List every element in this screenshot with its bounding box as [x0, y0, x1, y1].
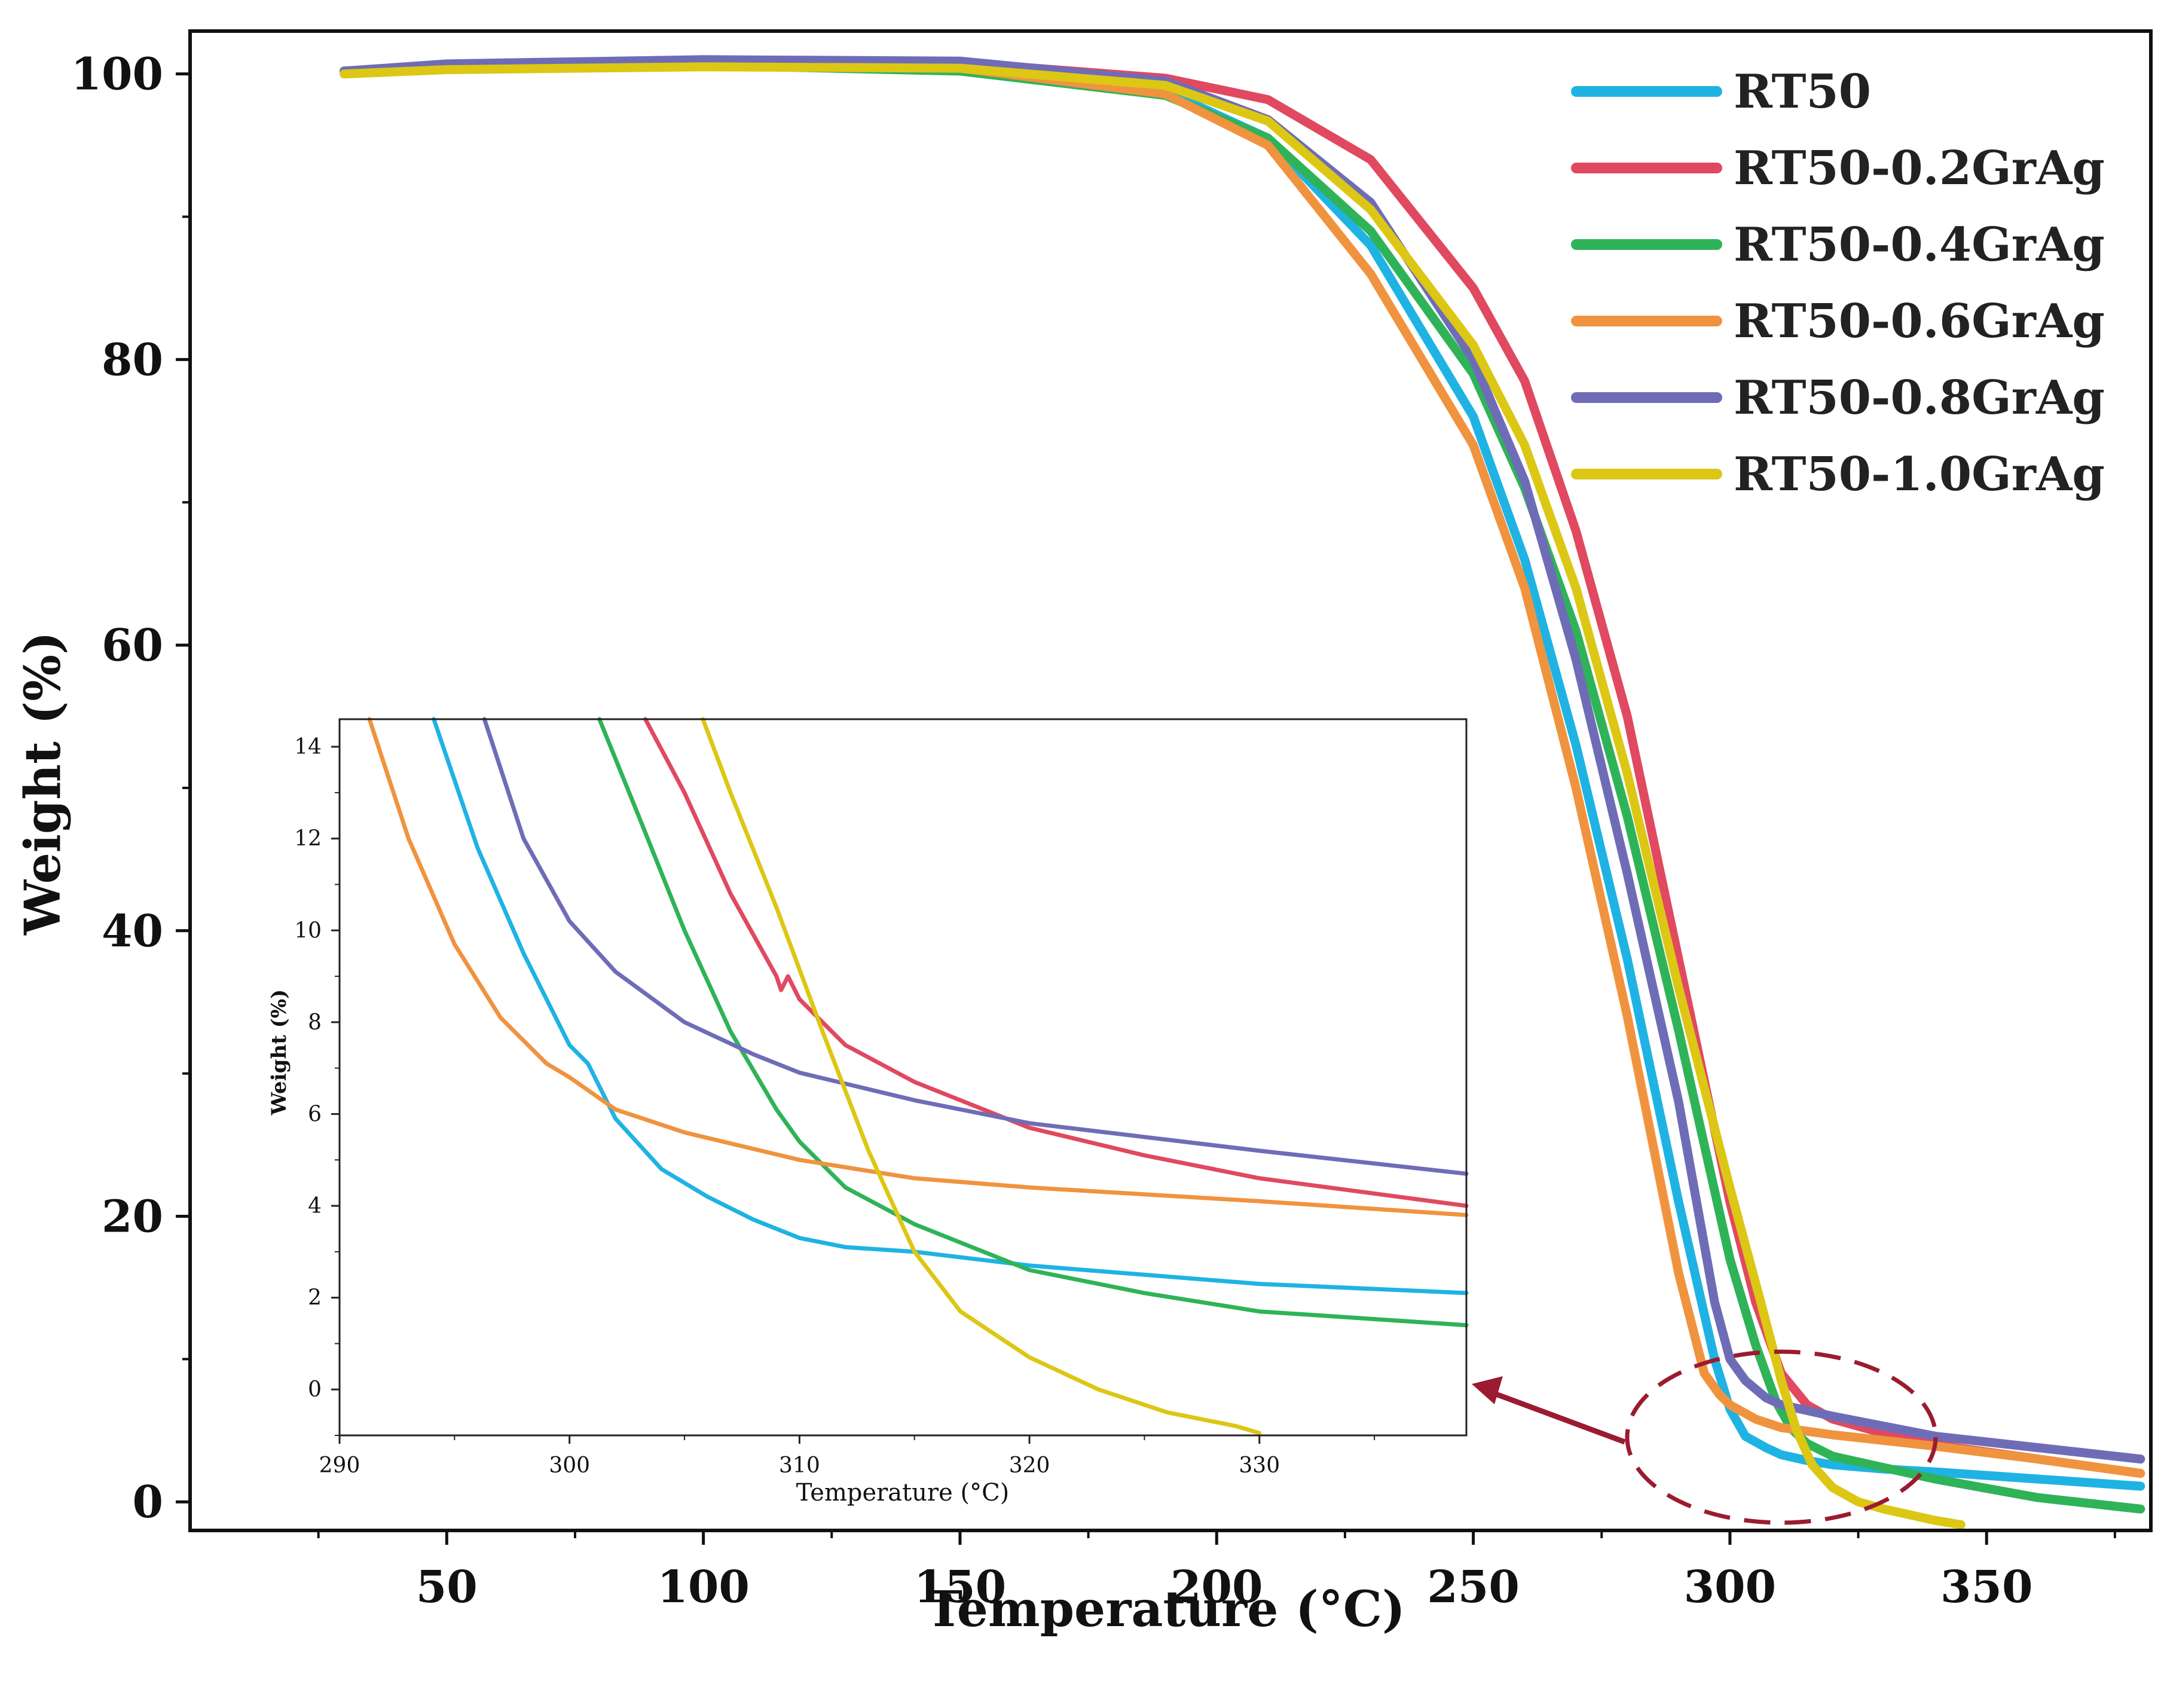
zoom-arrow-line — [1493, 1391, 1626, 1445]
x-tick-label-250: 250 — [1427, 1562, 1519, 1613]
inset-chart: 290 300 310 320 330 0 2 4 6 8 10 12 14 Temperature (… — [267, 717, 1469, 1507]
inset-y-tick-label-0: 0 — [308, 1377, 322, 1402]
inset-y-tick-label-12: 12 — [294, 827, 322, 851]
inset-y-tick-label-6: 6 — [308, 1102, 322, 1126]
x-tick-label-300: 300 — [1684, 1562, 1776, 1613]
legend-label-rt50-0-4grag: RT50-0.4GrAg — [1734, 218, 2105, 272]
y-tick-label-20: 20 — [102, 1191, 163, 1243]
inset-x-tick-label-320: 320 — [1009, 1453, 1050, 1478]
inset-y-tick-label-4: 4 — [308, 1194, 322, 1218]
legend-label-rt50-0-8grag: RT50-0.8GrAg — [1734, 371, 2105, 425]
inset-series-rt50-0-8grag — [482, 717, 1469, 1176]
x-tick-label-200: 200 — [1170, 1562, 1263, 1613]
inset-y-tick-label-8: 8 — [308, 1010, 322, 1035]
y-tick-label-100: 100 — [71, 49, 163, 100]
inset-x-tick-label-310: 310 — [779, 1453, 820, 1478]
inset-plot-frame — [338, 718, 1468, 1437]
legend-label-rt50: RT50 — [1734, 65, 1871, 119]
inset-curves — [367, 717, 1469, 1435]
y-tick-label-0: 0 — [133, 1477, 164, 1528]
x-tick-label-150: 150 — [914, 1562, 1006, 1613]
zoom-region-ellipse — [1625, 1349, 1938, 1525]
inset-series-rt50-0-2grag — [643, 717, 1469, 1208]
inset-series-rt50 — [432, 717, 1469, 1295]
main-series-rt50-0-8grag — [340, 55, 2145, 1464]
legend-label-rt50-1-0grag: RT50-1.0GrAg — [1734, 447, 2105, 502]
legend-label-rt50-0-2grag: RT50-0.2GrAg — [1734, 141, 2105, 195]
x-tick-label-50: 50 — [416, 1562, 478, 1613]
main-y-axis-title: Weight (%) — [14, 631, 72, 936]
inset-x-tick-label-300: 300 — [549, 1453, 590, 1478]
inset-x-tick-label-330: 330 — [1239, 1453, 1280, 1478]
legend: RT50 RT50-0.2GrAg RT50-0.4GrAg RT50-0.6GrAg… — [1571, 65, 2105, 502]
inset-series-rt50-0-6grag — [367, 717, 1469, 1217]
inset-x-axis-title: Temperature (°C) — [796, 1479, 1010, 1507]
inset-y-tick-label-2: 2 — [308, 1286, 322, 1310]
inset-ticks: 290 300 310 320 330 0 2 4 6 8 10 12 14 — [294, 735, 1376, 1478]
inset-series-rt50-0-4grag — [597, 717, 1469, 1328]
inset-y-tick-label-10: 10 — [294, 918, 322, 943]
inset-y-axis-title: Weight (%) — [267, 989, 291, 1116]
main-plot-frame — [188, 29, 2153, 1532]
inset-y-tick-label-14: 14 — [294, 735, 322, 759]
y-tick-label-40: 40 — [102, 906, 163, 957]
legend-label-rt50-0-6grag: RT50-0.6GrAg — [1734, 294, 2105, 349]
x-tick-label-350: 350 — [1940, 1562, 2032, 1613]
inset-x-tick-label-290: 290 — [319, 1453, 360, 1478]
main-curves — [340, 55, 2145, 1529]
main-series-rt50-1-0grag — [340, 62, 1966, 1529]
y-tick-label-60: 60 — [102, 620, 163, 671]
zoom-arrow-head — [1472, 1376, 1503, 1404]
inset-series-rt50-1-0grag — [701, 717, 1262, 1435]
y-tick-label-80: 80 — [102, 334, 163, 386]
main-x-axis-title: Temperature (°C) — [926, 1581, 1405, 1638]
x-tick-label-100: 100 — [657, 1562, 749, 1613]
